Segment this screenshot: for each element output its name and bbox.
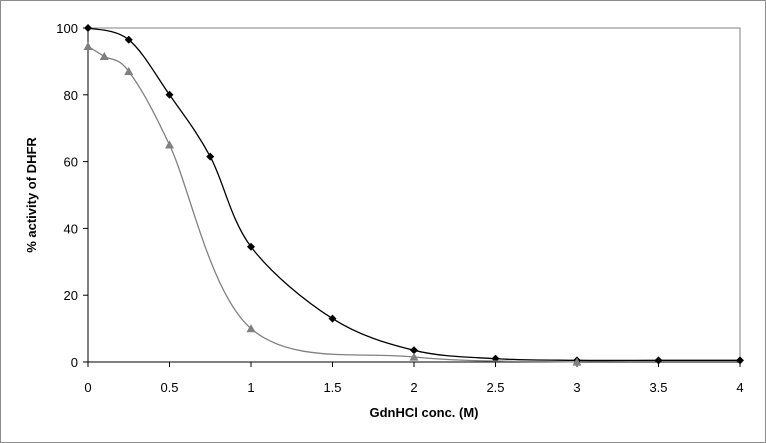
data-point-triangle [572, 357, 582, 366]
data-point-diamond [124, 35, 133, 44]
data-point-triangle [99, 51, 109, 60]
data-point-diamond [654, 356, 663, 365]
y-tick-label: 60 [64, 155, 78, 170]
data-point-diamond [206, 152, 215, 161]
data-point-triangle [165, 140, 174, 149]
y-tick-label: 40 [64, 221, 78, 236]
x-tick-label: 2.5 [486, 380, 504, 395]
x-tick-label: 0.5 [160, 380, 178, 395]
data-point-triangle [246, 324, 256, 333]
y-tick-label: 80 [64, 88, 78, 103]
data-point-diamond [410, 346, 418, 355]
x-tick-label: 4 [736, 380, 743, 395]
data-point-triangle [83, 41, 93, 50]
plot-area [87, 27, 741, 363]
y-axis-title: % activity of DHFR [24, 137, 39, 253]
series-line-2 [87, 45, 578, 363]
data-point-triangle [124, 66, 134, 76]
x-tick-label: 3 [573, 380, 580, 395]
y-tick-label: 0 [71, 355, 78, 370]
data-point-diamond [247, 242, 255, 251]
x-tick-label: 2 [410, 380, 417, 395]
x-tick-label: 1 [247, 380, 254, 395]
x-tick-label: 1.5 [323, 380, 341, 395]
y-tick-label: 100 [56, 21, 78, 36]
x-tick-label: 0 [84, 380, 91, 395]
data-point-triangle [409, 352, 419, 361]
data-point-diamond [328, 314, 337, 323]
data-point-diamond [165, 90, 174, 99]
x-axis-title: GdnHCl conc. (M) [369, 405, 478, 420]
y-tick-label: 20 [64, 288, 78, 303]
series-line-1 [87, 27, 741, 362]
data-point-diamond [84, 24, 92, 32]
data-point-diamond [736, 356, 744, 365]
x-tick-label: 3.5 [649, 380, 667, 395]
